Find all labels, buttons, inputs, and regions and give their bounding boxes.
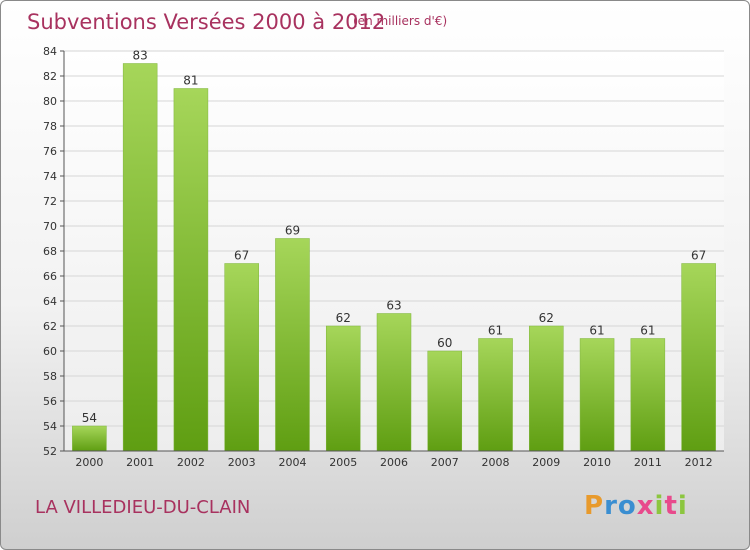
y-tick-label: 58 — [43, 370, 57, 383]
logo-letter: i — [677, 491, 688, 521]
logo-letter: r — [604, 491, 618, 521]
bar-value-label: 83 — [133, 49, 148, 63]
y-tick-label: 70 — [43, 220, 57, 233]
bar-2007 — [427, 350, 463, 452]
y-tick-label: 52 — [43, 445, 57, 458]
x-tick-label: 2007 — [431, 456, 459, 469]
bar-2004 — [275, 238, 310, 452]
bar-value-label: 60 — [437, 336, 452, 350]
bar-2010 — [579, 338, 615, 452]
y-tick-label: 78 — [43, 120, 57, 133]
bar-2008 — [478, 338, 513, 452]
proxiti-logo: Proxiti — [584, 491, 688, 521]
bar-value-label: 61 — [589, 324, 604, 338]
logo-letter: x — [636, 491, 655, 521]
y-tick-label: 60 — [43, 345, 57, 358]
bar-2006 — [376, 313, 412, 452]
bar-2005 — [325, 325, 361, 452]
chart-subtitle: (en milliers d'€) — [353, 14, 448, 28]
y-tick-label: 84 — [43, 45, 57, 58]
bar-2000 — [72, 425, 107, 452]
x-tick-label: 2001 — [126, 456, 154, 469]
bars: 54 83 81 67 69 62 63 60 61 62 61 61 67 — [72, 49, 716, 452]
bar-value-label: 67 — [234, 249, 249, 263]
bar-2003 — [224, 263, 259, 452]
bar-value-label: 61 — [488, 324, 503, 338]
x-tick-label: 2008 — [482, 456, 510, 469]
bar-value-label: 63 — [386, 299, 401, 313]
bar-2012 — [681, 263, 716, 452]
bar-value-label: 62 — [539, 311, 554, 325]
y-axis: 52 54 56 58 60 62 64 66 68 70 72 74 76 78 80 82 84 — [43, 45, 64, 458]
x-tick-label: 2009 — [532, 456, 560, 469]
logo-letter: o — [617, 491, 637, 521]
x-tick-label: 2005 — [329, 456, 357, 469]
x-tick-label: 2002 — [177, 456, 205, 469]
logo-letter: P — [584, 491, 605, 521]
bar-value-label: 67 — [691, 249, 706, 263]
logo-letter: t — [664, 491, 678, 521]
y-tick-label: 66 — [43, 270, 57, 283]
bar-value-label: 81 — [183, 74, 198, 88]
chart-title: Subventions Versées 2000 à 2012 — [27, 10, 386, 34]
y-tick-label: 80 — [43, 95, 57, 108]
x-tick-label: 2004 — [278, 456, 306, 469]
bar-value-label: 62 — [336, 311, 351, 325]
bar-2001 — [122, 63, 158, 452]
x-tick-label: 2000 — [75, 456, 103, 469]
x-tick-label: 2010 — [583, 456, 611, 469]
x-tick-label: 2006 — [380, 456, 408, 469]
y-tick-label: 64 — [43, 295, 57, 308]
bar-2009 — [529, 325, 564, 452]
x-tick-label: 2012 — [685, 456, 713, 469]
y-tick-label: 54 — [43, 420, 57, 433]
bar-2011 — [630, 338, 666, 452]
x-axis: 2000 2001 2002 2003 2004 2005 2006 2007 2008 2009… — [75, 456, 712, 469]
y-tick-label: 56 — [43, 395, 57, 408]
bar-value-label: 54 — [82, 411, 97, 425]
bar-value-label: 69 — [285, 224, 300, 238]
y-tick-label: 82 — [43, 70, 57, 83]
x-tick-label: 2003 — [228, 456, 256, 469]
x-tick-label: 2011 — [634, 456, 662, 469]
bar-2002 — [173, 88, 209, 452]
y-tick-label: 74 — [43, 170, 57, 183]
y-tick-label: 68 — [43, 245, 57, 258]
commune-name: LA VILLEDIEU-DU-CLAIN — [35, 497, 251, 518]
y-tick-label: 62 — [43, 320, 57, 333]
bar-value-label: 61 — [640, 324, 655, 338]
logo-letter: i — [654, 491, 665, 521]
y-tick-label: 76 — [43, 145, 57, 158]
y-tick-label: 72 — [43, 195, 57, 208]
